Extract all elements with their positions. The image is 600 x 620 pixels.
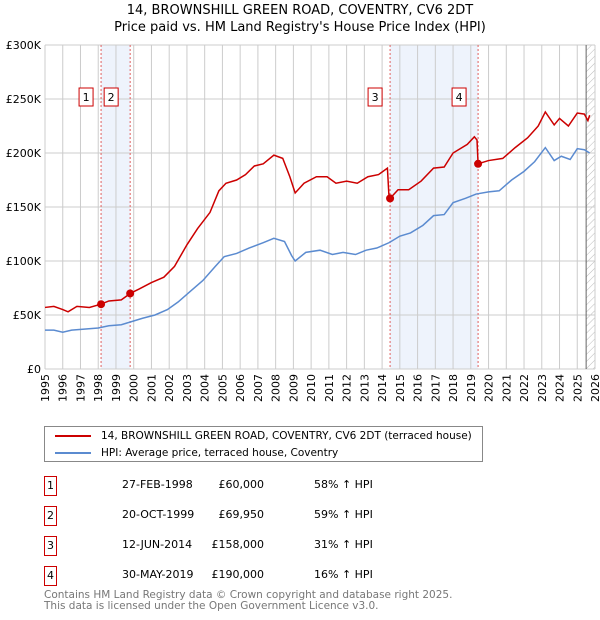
- sale-row: 3 12-JUN-2014 £158,000 31% ↑ HPI: [44, 536, 464, 556]
- x-tick-label: 1998: [92, 374, 105, 402]
- footer: Contains HM Land Registry data © Crown c…: [44, 590, 452, 612]
- x-tick-label: 2010: [305, 374, 318, 402]
- x-tick-label: 2024: [554, 374, 567, 402]
- sale-point: [474, 159, 483, 168]
- sale-label-box: [103, 87, 119, 107]
- sale-row: 1 27-FEB-1998 £60,000 58% ↑ HPI: [44, 476, 464, 496]
- hpi-line: [45, 146, 591, 334]
- x-tick-label: 2011: [323, 374, 336, 402]
- sale-hpi-diff: 31% ↑ HPI: [314, 538, 373, 551]
- sale-price: £60,000: [218, 478, 265, 491]
- sale-label-box: [78, 87, 94, 107]
- x-tick-label: 1995: [39, 374, 52, 402]
- x-tick-label: 2000: [128, 374, 141, 402]
- sale-number: 2: [44, 506, 57, 526]
- x-tick-label: 2013: [358, 374, 371, 402]
- x-tick-label: 2001: [145, 374, 158, 402]
- price-chart: 1995 1996 1997 1998 1999 2000 2001 2002 2003 2004…: [6, 39, 600, 402]
- sale-point: [126, 289, 135, 298]
- x-tick-label: 2018: [447, 374, 460, 402]
- sale-row: 2 20-OCT-1999 £69,950 59% ↑ HPI: [44, 506, 464, 526]
- sale-label: 3: [372, 91, 379, 104]
- x-tick-label: 1996: [57, 374, 70, 402]
- y-tick-label: £100K: [6, 255, 42, 268]
- sale-label-box: [451, 87, 467, 107]
- x-tick-label: 2014: [376, 374, 389, 402]
- sale-date: 12-JUN-2014: [122, 538, 193, 551]
- sale-price: £158,000: [211, 538, 265, 551]
- legend-item-hpi: HPI: Average price, terraced house, Cove…: [55, 445, 338, 461]
- footer-line: This data is licensed under the Open Gov…: [44, 600, 379, 612]
- x-tick-label: 2025: [571, 374, 584, 402]
- x-tick-label: 2019: [465, 374, 478, 402]
- x-tick-label: 2004: [199, 374, 212, 402]
- sale-label: 2: [108, 91, 115, 104]
- sale-date: 27-FEB-1998: [122, 478, 193, 491]
- sale-number: 3: [44, 536, 57, 556]
- legend-label-property: 14, BROWNSHILL GREEN ROAD, COVENTRY, CV6…: [101, 430, 472, 442]
- chart-subtitle: Price paid vs. HM Land Registry's House …: [114, 20, 486, 35]
- x-tick-label: 2026: [589, 374, 600, 402]
- x-tick-label: 2003: [181, 374, 194, 402]
- sale-date: 20-OCT-1999: [122, 508, 195, 521]
- x-tick-label: 2016: [412, 374, 425, 402]
- sale-hpi-diff: 58% ↑ HPI: [314, 478, 373, 491]
- x-tick-label: 1999: [110, 374, 123, 402]
- sale-date: 30-MAY-2019: [122, 568, 194, 581]
- sale-label: 1: [83, 91, 90, 104]
- y-tick-label: £0: [27, 363, 41, 376]
- sale-hpi-diff: 16% ↑ HPI: [314, 568, 373, 581]
- legend-item-property: 14, BROWNSHILL GREEN ROAD, COVENTRY, CV6…: [55, 428, 472, 444]
- y-tick-label: £300K: [6, 39, 42, 52]
- sale-price: £69,950: [218, 508, 265, 521]
- sale-number: 1: [44, 476, 57, 496]
- legend-swatch-hpi: [55, 452, 91, 454]
- sale-row: 4 30-MAY-2019 £190,000 16% ↑ HPI: [44, 566, 464, 586]
- x-tick-label: 2008: [270, 374, 283, 402]
- sale-number: 4: [44, 566, 57, 586]
- x-tick-label: 2007: [252, 374, 265, 402]
- x-tick-label: 2012: [341, 374, 354, 402]
- y-tick-label: £150K: [6, 201, 42, 214]
- legend-swatch-property: [55, 435, 91, 437]
- sale-label-box: [367, 87, 383, 107]
- x-tick-label: 2006: [234, 374, 247, 402]
- y-tick-label: £250K: [6, 93, 42, 106]
- sale-point: [97, 300, 106, 309]
- x-tick-label: 2022: [518, 374, 531, 402]
- x-tick-label: 2002: [163, 374, 176, 402]
- x-tick-label: 2005: [216, 374, 229, 402]
- x-tick-label: 2021: [500, 374, 513, 402]
- legend: 14, BROWNSHILL GREEN ROAD, COVENTRY, CV6…: [44, 426, 483, 462]
- sale-price: £190,000: [211, 568, 265, 581]
- x-tick-label: 2009: [287, 374, 300, 402]
- sale-hpi-diff: 59% ↑ HPI: [314, 508, 373, 521]
- x-tick-label: 1997: [74, 374, 87, 402]
- x-tick-label: 2015: [394, 374, 407, 402]
- y-tick-label: £50K: [13, 309, 42, 322]
- x-tick-label: 2017: [429, 374, 442, 402]
- x-tick-label: 2023: [536, 374, 549, 402]
- x-tick-label: 2020: [483, 374, 496, 402]
- sale-point: [386, 194, 395, 203]
- footer-line: Contains HM Land Registry data © Crown c…: [44, 589, 453, 601]
- sale-label: 4: [456, 91, 463, 104]
- chart-title-text: 14, BROWNSHILL GREEN ROAD, COVENTRY, CV6…: [126, 3, 474, 18]
- chart-title: 14, BROWNSHILL GREEN ROAD, COVENTRY, CV6…: [0, 2, 600, 36]
- property-price-line: [44, 110, 591, 313]
- y-tick-label: £200K: [6, 147, 42, 160]
- legend-label-hpi: HPI: Average price, terraced house, Cove…: [101, 447, 339, 459]
